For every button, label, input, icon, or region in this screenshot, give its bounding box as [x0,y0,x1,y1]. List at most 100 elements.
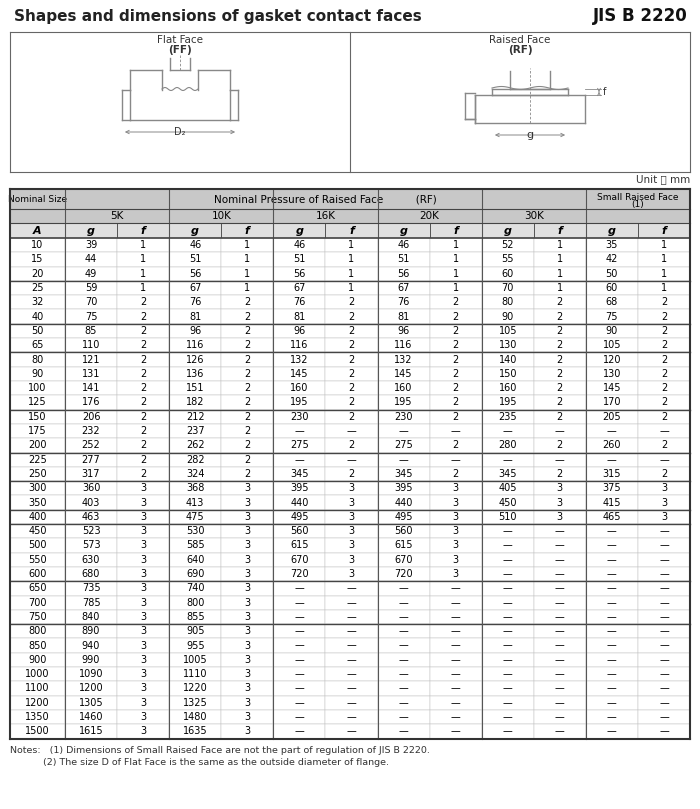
Text: 1: 1 [244,269,251,279]
Text: 1635: 1635 [183,726,207,736]
Bar [482,310,533,324]
Bar [65,495,117,510]
Bar [273,324,326,338]
Text: —: — [503,569,512,579]
Text: 890: 890 [82,626,100,636]
Text: 1005: 1005 [183,654,207,665]
Bar [533,610,586,624]
Bar [65,310,117,324]
Text: 475: 475 [186,512,204,522]
Text: g: g [526,130,533,140]
Text: 3: 3 [140,512,146,522]
Text: —: — [555,540,565,550]
Bar [586,189,690,209]
Text: 2: 2 [244,440,251,451]
Text: 3: 3 [140,612,146,622]
Text: 44: 44 [85,255,97,265]
Bar [377,366,430,381]
Bar [65,353,117,366]
Text: Nominal Pressure of Raised Face          (RF): Nominal Pressure of Raised Face (RF) [214,194,437,204]
Bar [638,481,690,495]
Text: 56: 56 [293,269,306,279]
Text: —: — [607,583,617,593]
Bar [117,595,169,610]
Text: 3: 3 [244,697,251,708]
Bar [117,310,169,324]
Bar [65,553,117,567]
Bar [326,281,377,295]
Bar [533,495,586,510]
Text: 785: 785 [82,598,100,608]
Bar [533,696,586,710]
Bar [273,381,326,396]
Text: 275: 275 [394,440,413,451]
Text: —: — [451,598,461,608]
Text: —: — [503,426,512,436]
Text: 720: 720 [394,569,413,579]
Text: —: — [399,583,408,593]
Bar [169,209,273,223]
Text: 2: 2 [452,469,458,479]
Bar [430,223,482,238]
Bar [10,381,65,396]
Text: g: g [608,226,616,235]
Bar [10,338,65,353]
Bar [65,510,117,524]
Text: 1500: 1500 [25,726,50,736]
Text: 2: 2 [349,311,355,322]
Text: 740: 740 [186,583,204,593]
Bar [586,567,638,581]
Text: 50: 50 [606,269,618,279]
Text: 2: 2 [140,369,146,379]
Text: 1200: 1200 [78,684,104,693]
Bar [586,381,638,396]
Text: —: — [399,712,408,722]
Text: 1: 1 [140,255,146,265]
Bar [377,452,430,467]
Bar [377,510,430,524]
Bar [10,653,65,667]
Text: 2: 2 [244,326,251,336]
Text: 85: 85 [85,326,97,336]
Bar [586,667,638,681]
Bar [221,696,273,710]
Bar [273,681,326,696]
Bar [117,710,169,724]
Text: —: — [346,641,356,650]
Text: —: — [399,626,408,636]
Bar [65,567,117,581]
Text: 600: 600 [28,569,47,579]
Bar [273,209,377,223]
Bar [169,581,221,595]
Bar [169,267,221,281]
Text: A: A [33,226,42,235]
Bar [273,424,326,438]
Bar [117,724,169,739]
Bar [273,281,326,295]
Bar [326,681,377,696]
Bar [221,710,273,724]
Bar [221,324,273,338]
Text: —: — [659,569,668,579]
Bar [273,638,326,653]
Bar [430,353,482,366]
Bar [377,209,482,223]
Text: 1: 1 [140,283,146,293]
Bar [533,553,586,567]
Text: 3: 3 [349,498,354,507]
Text: —: — [659,726,668,736]
Text: 76: 76 [189,298,202,307]
Text: —: — [295,697,304,708]
Bar [169,595,221,610]
Text: —: — [346,583,356,593]
Text: 40: 40 [32,311,43,322]
Bar [533,238,586,252]
Bar [221,223,273,238]
Text: 3: 3 [244,569,251,579]
Text: 2: 2 [452,369,458,379]
Bar [430,366,482,381]
Bar [117,353,169,366]
Bar [10,396,65,409]
Bar [273,238,326,252]
Bar [169,295,221,310]
